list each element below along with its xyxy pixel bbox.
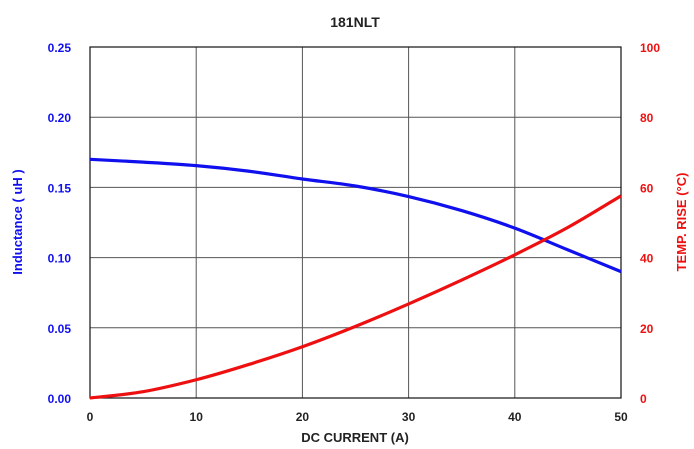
x-tick-label: 50 — [614, 410, 628, 424]
grid — [89, 46, 622, 399]
y-left-tick-label: 0.20 — [48, 111, 72, 125]
y-left-tick-label: 0.10 — [48, 252, 72, 266]
x-tick-label: 0 — [87, 410, 94, 424]
y-left-axis-ticks: 0.00 0.05 0.10 0.15 0.20 0.25 — [48, 41, 72, 406]
y-right-tick-label: 40 — [640, 252, 654, 266]
x-axis-ticks: 0 10 20 30 40 50 — [87, 410, 628, 424]
inductance-line — [89, 157, 622, 274]
y-left-tick-label: 0.05 — [48, 322, 72, 336]
y-right-tick-label: 60 — [640, 181, 654, 195]
temp-rise-line — [89, 194, 622, 400]
y-left-axis-label: Inductance ( uH ) — [10, 169, 25, 274]
y-right-tick-label: 0 — [640, 392, 647, 406]
y-left-tick-label: 0.25 — [48, 41, 72, 55]
y-right-tick-label: 20 — [640, 322, 654, 336]
x-tick-label: 30 — [402, 410, 416, 424]
y-right-tick-label: 100 — [640, 41, 660, 55]
chart-title: 181NLT — [330, 14, 380, 30]
y-right-tick-label: 80 — [640, 111, 654, 125]
x-tick-label: 10 — [190, 410, 204, 424]
y-left-tick-label: 0.00 — [48, 392, 72, 406]
y-right-axis-label: TEMP. RISE (°C) — [674, 173, 689, 272]
x-tick-label: 20 — [296, 410, 310, 424]
series-group — [89, 157, 622, 400]
x-tick-label: 40 — [508, 410, 522, 424]
y-left-tick-label: 0.15 — [48, 181, 72, 195]
plot-frame — [89, 46, 622, 399]
x-axis-label: DC CURRENT (A) — [301, 430, 409, 445]
y-right-axis-ticks: 0 20 40 60 80 100 — [640, 41, 660, 406]
